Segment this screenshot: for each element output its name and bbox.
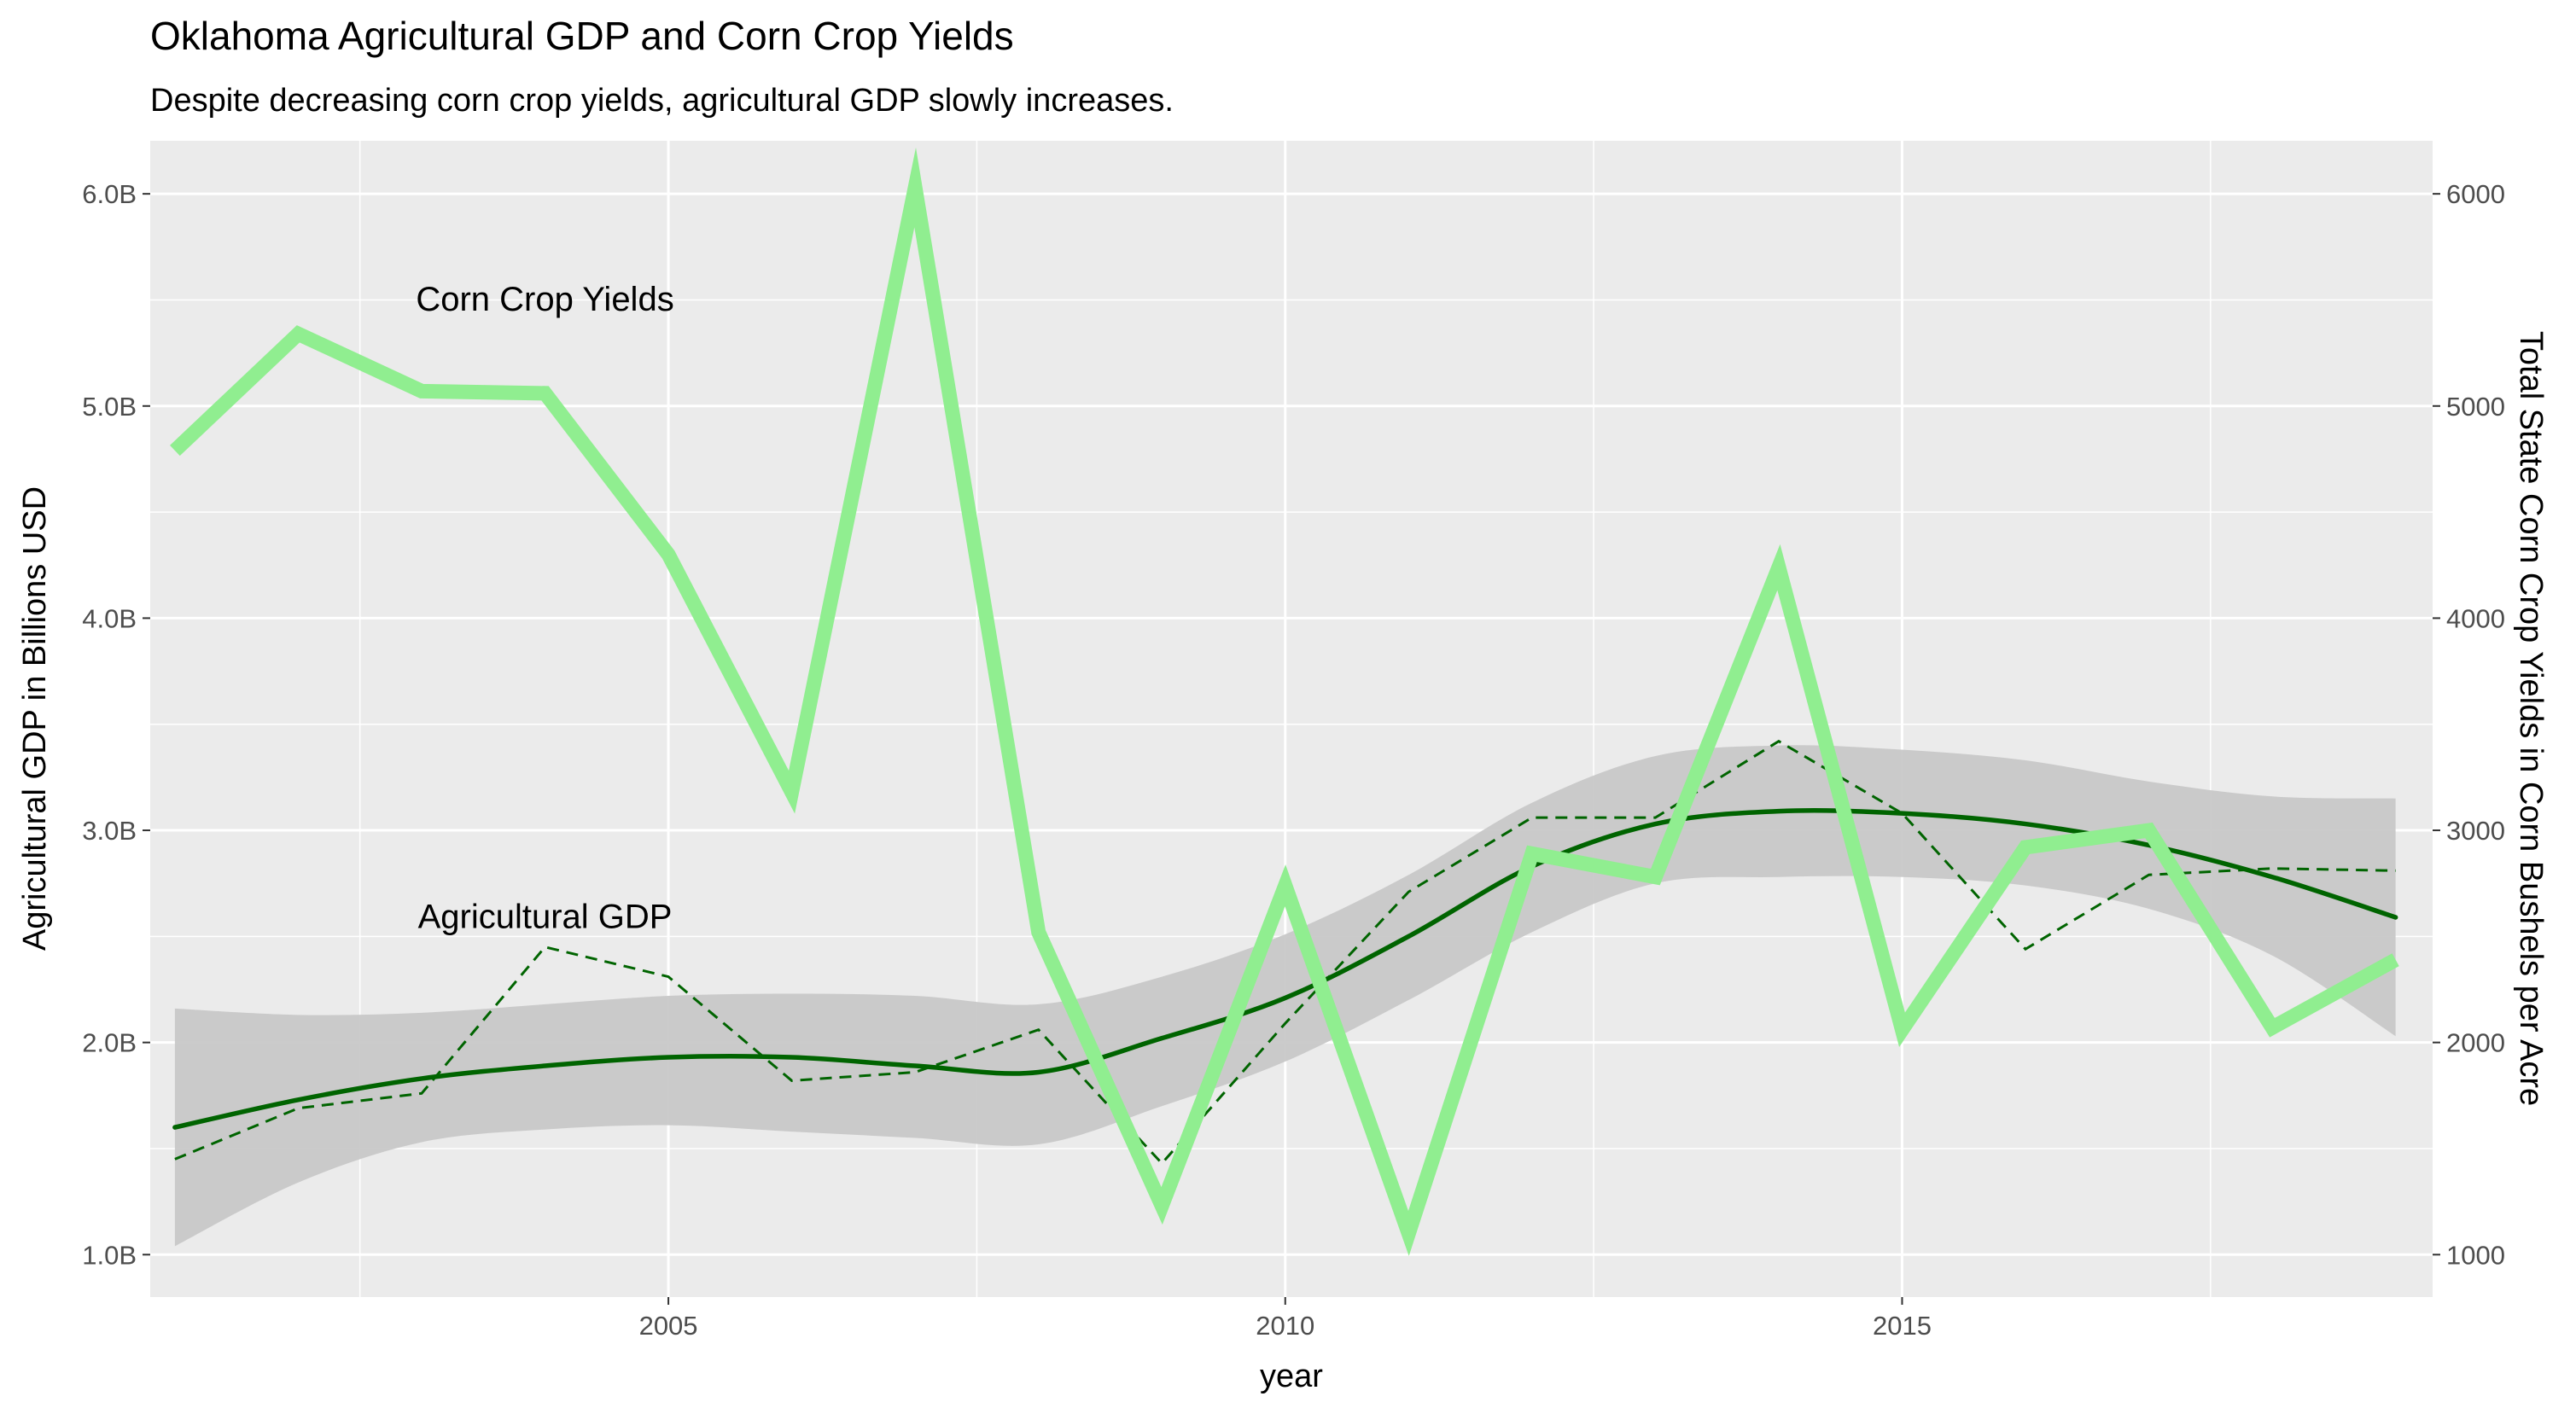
y-right-tick-label: 4000 [2446,603,2505,633]
annotation-label: Corn Crop Yields [416,281,673,318]
annotation-label: Agricultural GDP [418,898,673,935]
x-tick-label: 2015 [1873,1311,1932,1341]
y-left-tick-label: 3.0B [82,816,137,846]
gdp-smooth-trend-line [172,808,2398,1130]
y-left-tick-label: 2.0B [82,1028,137,1058]
y-right-tick-label: 1000 [2446,1240,2505,1270]
x-axis-title: year [1260,1359,1323,1394]
axis-ticks: 1.0B 2.0B 3.0B 4.0B 5.0B 6.0B 1000 2000 3000 4000… [82,179,2505,1341]
y-left-tick-label: 1.0B [82,1240,137,1270]
chart-title: Oklahoma Agricultural GDP and Corn Crop … [150,14,1014,58]
annotations: Corn Crop Yields Agricultural GDP [416,281,673,935]
y-left-tick-label: 4.0B [82,603,137,633]
y-right-tick-label: 3000 [2446,816,2505,846]
y-axis-left-title: Agricultural GDP in Billions USD [17,486,53,951]
x-tick-label: 2005 [639,1311,698,1341]
chart-subtitle: Despite decreasing corn crop yields, agr… [150,83,1174,119]
y-right-tick-label: 5000 [2446,392,2505,422]
y-right-tick-label: 2000 [2446,1028,2505,1058]
y-right-tick-label: 6000 [2446,179,2505,209]
gdp-dashed-line [174,739,2396,1166]
x-tick-label: 2010 [1256,1311,1314,1341]
series-lines [170,147,2399,1256]
y-axis-right-title: Total State Corn Crop Yields in Corn Bus… [2513,331,2549,1106]
corn-yield-line [170,147,2399,1256]
y-left-tick-label: 6.0B [82,179,137,209]
y-left-tick-label: 5.0B [82,392,137,422]
